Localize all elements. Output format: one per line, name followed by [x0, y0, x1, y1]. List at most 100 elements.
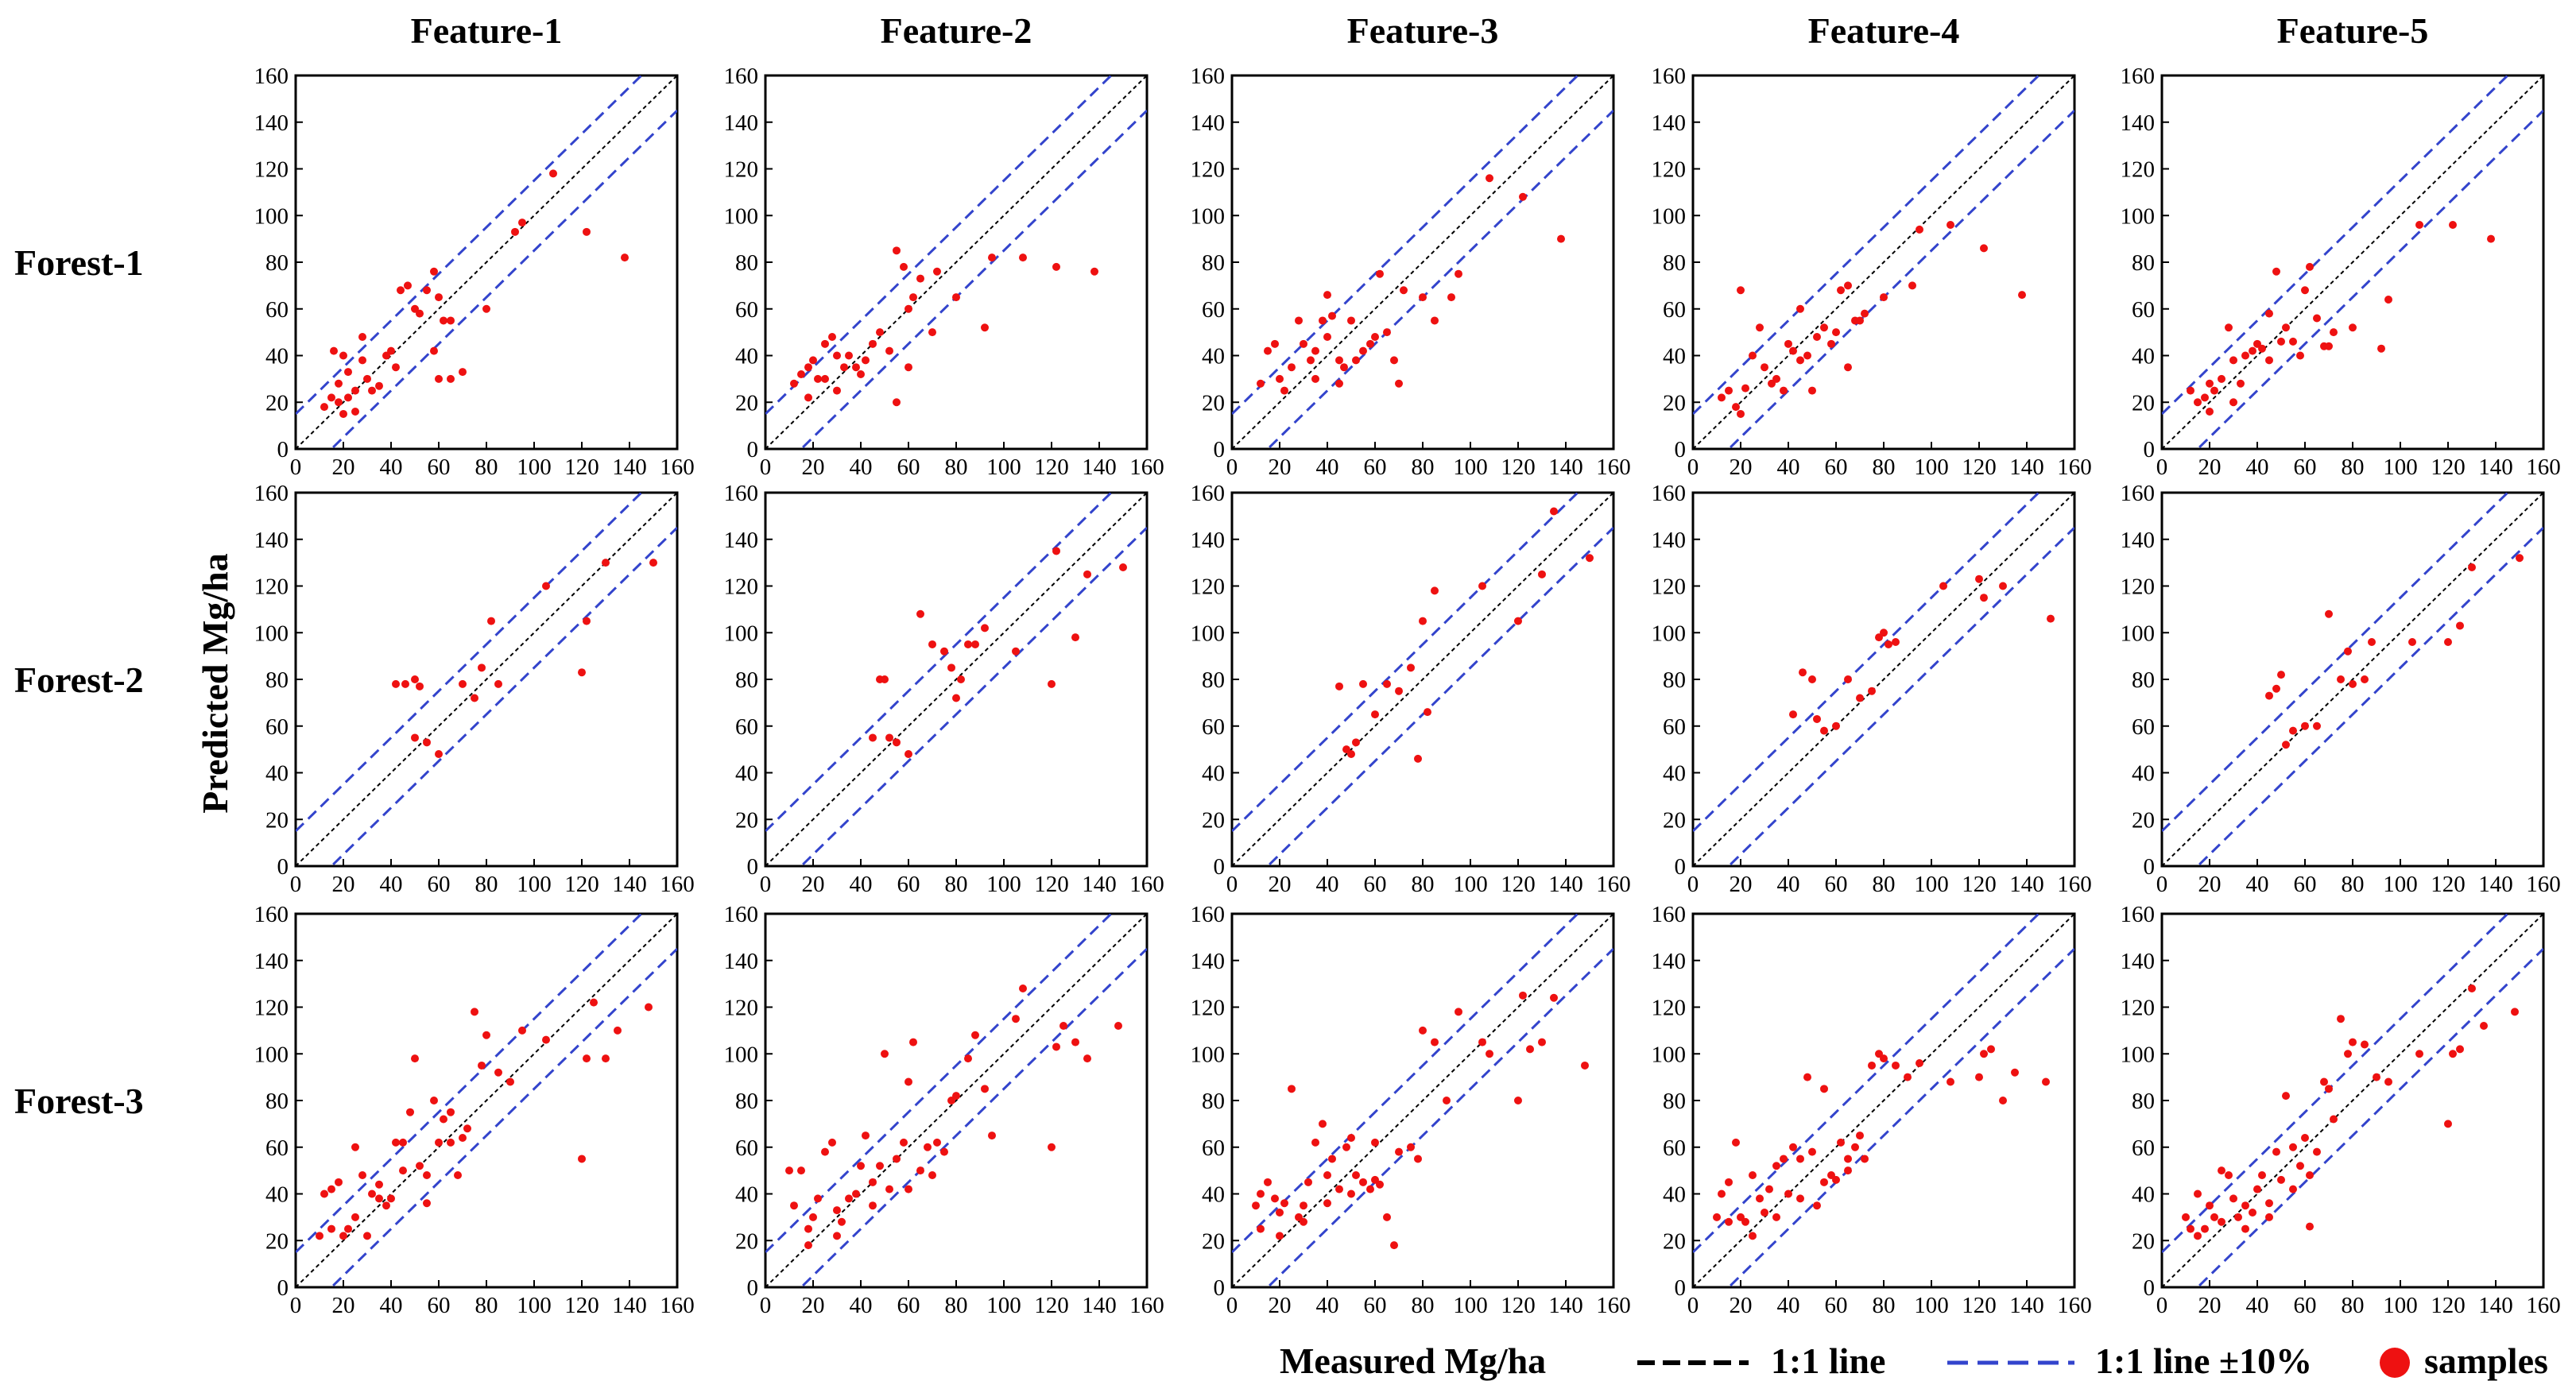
sample-point	[351, 386, 359, 395]
x-tick-label: 160	[1129, 455, 1164, 480]
x-tick-label: 20	[1730, 872, 1753, 897]
sample-point	[1975, 1073, 1983, 1081]
x-tick-label: 40	[2246, 872, 2269, 897]
sample-point	[1732, 1138, 1740, 1147]
y-tick-label: 100	[2121, 1042, 2156, 1067]
sample-point	[423, 1199, 431, 1208]
y-tick-label: 140	[1191, 949, 1226, 974]
sample-point	[2415, 1050, 2423, 1058]
sample-point	[1844, 1166, 1852, 1175]
sample-point	[952, 694, 960, 702]
sample-point	[1820, 1178, 1828, 1186]
x-tick-label: 0	[290, 455, 302, 480]
x-tick-label: 40	[850, 455, 873, 480]
upper-10pct-line	[296, 75, 644, 416]
sample-point	[952, 293, 960, 302]
y-tick-label: 0	[277, 854, 289, 880]
sample-point	[2468, 563, 2476, 571]
lower-10pct-line	[2195, 526, 2543, 866]
sample-point	[804, 1224, 812, 1233]
sample-point	[435, 750, 443, 758]
sample-point	[2018, 291, 2026, 300]
lower-10pct-line	[2195, 947, 2543, 1287]
sample-point	[1335, 682, 1343, 690]
sample-point	[1808, 675, 1816, 683]
sample-point	[459, 679, 467, 688]
sample-point	[2313, 1147, 2321, 1156]
sample-point	[804, 1241, 812, 1250]
sample-point	[590, 998, 598, 1007]
sample-point	[790, 1201, 798, 1210]
y-tick-label: 80	[2132, 667, 2155, 693]
x-tick-label: 120	[1501, 1293, 1536, 1318]
x-tick-label: 20	[2198, 872, 2222, 897]
sample-point	[2449, 221, 2457, 229]
sample-point	[1586, 554, 1594, 563]
x-tick-label: 140	[2009, 1293, 2044, 1318]
x-tick-label: 120	[564, 872, 599, 897]
sample-point	[2265, 1199, 2273, 1208]
panel-forest-3-feature-4: 00 20 20 40 40 60 60 80 80 100 100 120 120 140 140 160 1…	[1652, 902, 2092, 1318]
x-tick-label: 20	[1269, 455, 1292, 480]
sample-point	[454, 1171, 462, 1179]
upper-10pct-line	[1693, 914, 2041, 1254]
y-tick-label: 40	[735, 344, 758, 369]
y-tick-label: 20	[2132, 390, 2155, 416]
y-tick-label: 160	[254, 481, 289, 506]
y-tick-label: 140	[1191, 110, 1226, 136]
sample-point	[401, 679, 409, 688]
y-tick-label: 160	[1652, 64, 1687, 89]
sample-point	[1749, 1171, 1757, 1179]
sample-point	[2234, 1213, 2242, 1221]
x-tick-label: 100	[2383, 872, 2418, 897]
x-tick-label: 60	[1825, 455, 1848, 480]
y-tick-label: 120	[724, 574, 759, 600]
x-tick-label: 100	[517, 1293, 552, 1318]
y-tick-label: 40	[1663, 761, 1686, 787]
sample-point	[2253, 1185, 2261, 1193]
y-tick-label: 20	[2132, 807, 2155, 833]
y-tick-label: 160	[1652, 481, 1687, 506]
sample-point	[1264, 1178, 1272, 1186]
sample-point	[2313, 314, 2321, 323]
sample-point	[1813, 1201, 1821, 1210]
sample-point	[804, 363, 812, 372]
sample-point	[893, 1155, 901, 1163]
sample-point	[1486, 174, 1493, 183]
x-tick-label: 160	[1596, 455, 1631, 480]
sample-point	[1837, 286, 1845, 295]
x-tick-label: 40	[380, 1293, 403, 1318]
sample-point	[1407, 663, 1415, 672]
lower-10pct-line	[799, 526, 1147, 866]
sample-point	[494, 679, 502, 688]
sample-point	[583, 1054, 591, 1063]
x-tick-label: 0	[1687, 872, 1699, 897]
sample-point	[578, 668, 586, 677]
sample-point	[447, 1138, 455, 1147]
panel-plot-area	[1693, 493, 2074, 866]
sample-point	[933, 267, 941, 276]
y-tick-label: 60	[735, 297, 758, 323]
sample-point	[1980, 594, 1988, 602]
x-tick-label: 20	[802, 1293, 825, 1318]
y-tick-label: 120	[254, 574, 289, 600]
sample-point	[1789, 1143, 1797, 1151]
x-tick-label: 100	[2383, 455, 2418, 480]
sample-point	[1749, 1232, 1757, 1240]
sample-point	[804, 393, 812, 402]
x-tick-label: 120	[1034, 1293, 1069, 1318]
x-tick-label: 140	[2009, 455, 2044, 480]
sample-point	[2384, 296, 2392, 304]
y-tick-label: 80	[1202, 667, 1225, 693]
x-tick-label: 100	[1914, 872, 1949, 897]
x-tick-label: 20	[332, 872, 355, 897]
sample-point	[423, 738, 431, 747]
sample-point	[1071, 633, 1079, 642]
sample-point	[1012, 1015, 1020, 1023]
sample-point	[893, 738, 901, 747]
panel-plot-area	[296, 75, 677, 449]
sample-point	[862, 1131, 870, 1140]
y-tick-label: 160	[724, 481, 759, 506]
sample-point	[1323, 333, 1331, 341]
